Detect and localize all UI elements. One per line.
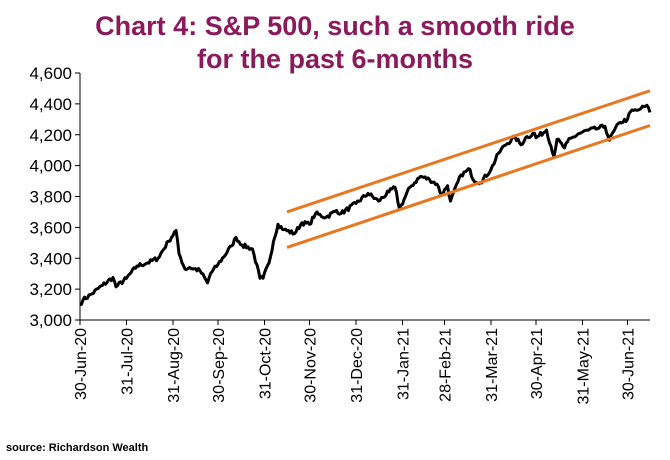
x-tick-label: 31-Jan-21 bbox=[396, 328, 413, 400]
sp500-series-line bbox=[79, 103, 652, 307]
x-tick-label: 31-Jul-20 bbox=[120, 328, 137, 395]
x-tick-label: 30-Nov-20 bbox=[303, 328, 320, 403]
trend-channel bbox=[286, 89, 651, 249]
x-tick-label: 31-Dec-20 bbox=[349, 328, 366, 403]
x-axis-tick-labels: 30-Jun-20 31-Jul-20 31-Aug-20 30-Sep-20 31-O… bbox=[73, 328, 638, 405]
x-tick-label: 30-Jun-20 bbox=[73, 328, 90, 400]
series-layer bbox=[79, 103, 652, 307]
y-tick-label: 3,200 bbox=[29, 280, 72, 299]
title-line-1: Chart 4: S&P 500, such a smooth ride bbox=[95, 11, 575, 41]
source-note: source: Richardson Wealth bbox=[6, 442, 149, 454]
x-tick-label: 31-Aug-20 bbox=[166, 328, 183, 403]
y-tick-label: 4,200 bbox=[29, 126, 72, 145]
channel-lower-line bbox=[286, 124, 651, 249]
x-tick-label: 30-Sep-20 bbox=[211, 328, 228, 403]
chart-title: Chart 4: S&P 500, such a smooth ride for… bbox=[0, 10, 670, 76]
axes bbox=[75, 72, 650, 325]
x-tick-label: 28-Feb-21 bbox=[438, 328, 455, 402]
x-tick-label: 31-Oct-20 bbox=[258, 328, 275, 399]
y-tick-label: 4,600 bbox=[29, 64, 72, 83]
y-axis-tick-labels: 3,000 3,200 3,400 3,600 3,800 4,000 4,200 4,400… bbox=[29, 64, 72, 330]
y-tick-label: 3,600 bbox=[29, 218, 72, 237]
x-tick-label: 31-May-21 bbox=[576, 328, 593, 405]
y-tick-label: 4,400 bbox=[29, 95, 72, 114]
y-tick-label: 3,000 bbox=[29, 311, 72, 330]
x-tick-label: 30-Jun-21 bbox=[621, 328, 638, 400]
x-tick-label: 30-Apr-21 bbox=[529, 328, 546, 399]
y-tick-label: 3,400 bbox=[29, 249, 72, 268]
y-tick-label: 4,000 bbox=[29, 157, 72, 176]
title-line-2: for the past 6-months bbox=[196, 44, 473, 74]
y-tick-label: 3,800 bbox=[29, 188, 72, 207]
x-tick-label: 31-Mar-21 bbox=[484, 328, 501, 402]
channel-upper-line bbox=[286, 89, 651, 214]
